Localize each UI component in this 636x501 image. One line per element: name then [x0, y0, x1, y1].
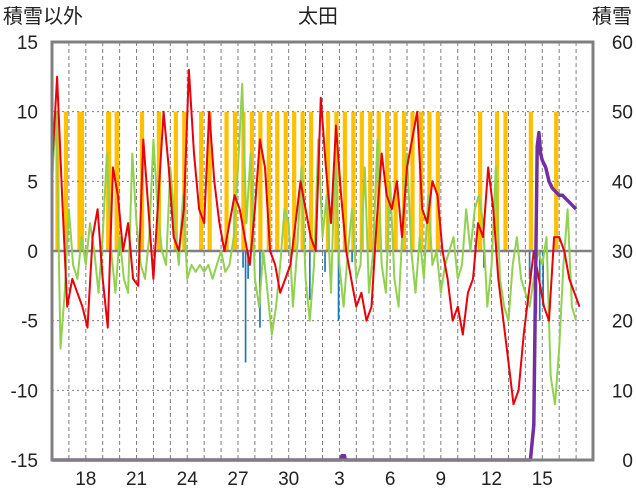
- x-tick-7: 9: [436, 469, 447, 490]
- sunshine-bar-9: [199, 111, 204, 252]
- sunshine-bar-24: [342, 111, 348, 252]
- y-left-tick-6: -15: [11, 451, 38, 472]
- sunshine-bar-1: [63, 111, 69, 252]
- sunshine-bar-39: [528, 111, 533, 252]
- plot-border: [50, 40, 595, 462]
- precip-bar-1: [244, 251, 247, 363]
- y-right-tick-1: 50: [612, 103, 633, 124]
- y-left-tick-5: -10: [11, 381, 38, 402]
- sunshine-bar-11: [224, 111, 229, 252]
- temperature-line: [51, 68, 581, 406]
- x-tick-5: 3: [334, 469, 345, 490]
- y-left-tick-4: -5: [21, 312, 38, 333]
- sunshine-bar-30: [393, 111, 398, 252]
- series-lines: [51, 68, 581, 462]
- sunshine-bar-31: [401, 111, 407, 252]
- x-tick-0: 18: [75, 469, 96, 490]
- sunshine-bar-19: [292, 111, 297, 252]
- y-right-tick-0: 60: [612, 33, 633, 54]
- sunshine-bar-15: [258, 111, 263, 252]
- sunshine-bar-12: [232, 111, 238, 252]
- precip-bar-10: [528, 251, 531, 279]
- y-right-tick-2: 40: [612, 172, 633, 193]
- sunshine-bar-27: [368, 111, 373, 252]
- y-right-tick-4: 20: [612, 312, 633, 333]
- precip-bar-6: [324, 251, 326, 272]
- chart-title: 太田: [298, 5, 338, 28]
- precip-bar-13: [542, 251, 544, 307]
- y-right-tick-3: 30: [612, 242, 633, 263]
- sunshine-bar-2: [77, 111, 85, 252]
- x-tick-6: 6: [385, 469, 396, 490]
- y-right-tick-6: 0: [622, 451, 633, 472]
- sunshine-bar-40: [554, 111, 559, 252]
- sunshine-bar-10: [207, 111, 212, 252]
- sunshine-bar-36: [478, 111, 483, 252]
- x-tick-3: 27: [227, 469, 248, 490]
- sunshine-bar-18: [283, 111, 288, 252]
- precip-bar-7: [337, 251, 340, 321]
- snow-depth-line: [52, 130, 578, 462]
- y-left-tick-2: 5: [27, 172, 38, 193]
- precip-bar-8: [351, 251, 353, 263]
- plot-frame: [50, 40, 595, 462]
- x-tick-9: 15: [532, 469, 553, 490]
- y-left-axis-label: 積雪以外: [3, 5, 83, 28]
- x-tick-2: 24: [177, 469, 199, 490]
- sunshine-bar-21: [308, 111, 314, 252]
- x-tick-8: 12: [481, 469, 502, 490]
- precip-bar-2: [247, 251, 249, 279]
- y-left-tick-0: 15: [17, 33, 38, 54]
- y-right-tick-5: 10: [612, 381, 633, 402]
- precip-bar-0: [242, 251, 244, 268]
- y-right-axis-label: 積雪: [592, 5, 632, 28]
- x-tick-4: 30: [278, 469, 299, 490]
- sunshine-bar-38: [503, 111, 508, 252]
- y-left-tick-3: 0: [27, 242, 38, 263]
- sunshine-bar-34: [427, 111, 432, 252]
- x-tick-1: 21: [126, 469, 147, 490]
- y-left-tick-1: 10: [17, 103, 38, 124]
- precip-bar-5: [308, 251, 311, 300]
- sunshine-bar-7: [173, 111, 178, 252]
- sunshine-bar-26: [359, 111, 364, 252]
